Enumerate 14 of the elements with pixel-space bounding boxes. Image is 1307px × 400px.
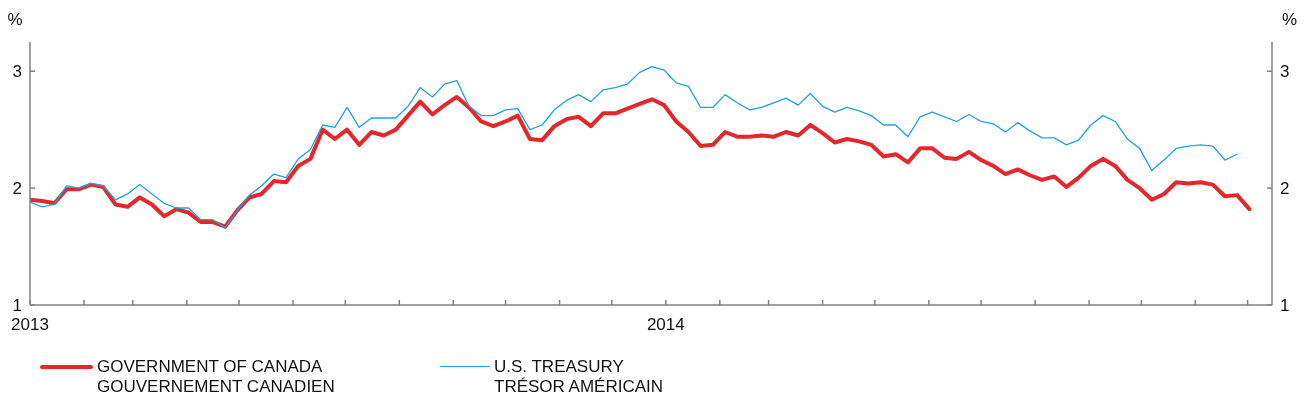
line-series [30,94,1252,229]
legend-label: U.S. TREASURY TRÉSOR AMÉRICAIN [494,357,664,397]
y-tick-label: 1 [12,296,22,316]
legend-label: GOVERNMENT OF CANADA GOUVERNEMENT CANADIEN [97,357,335,397]
line-series [30,65,1238,229]
y2-tick-label: 3 [1280,62,1290,82]
y2-axis-title: % [1281,10,1298,29]
y-axis-title: % [7,10,23,29]
y2-tick-label: 1 [1280,296,1290,316]
y2-tick-label: 2 [1280,179,1290,199]
y-tick-label: 2 [12,179,22,199]
x-tick-label: 2013 [11,315,49,335]
x-tick-label: 2014 [646,315,685,335]
y-tick-label: 3 [12,62,22,82]
